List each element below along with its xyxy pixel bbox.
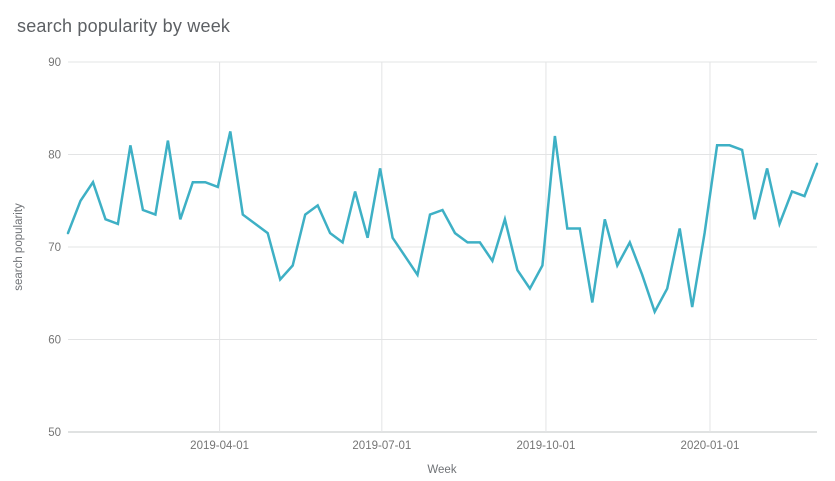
series-line <box>66 131 819 315</box>
y-axis-title: search popularity <box>13 203 25 291</box>
y-tick-label: 80 <box>48 150 61 162</box>
y-tick-label: 70 <box>48 242 61 254</box>
series-layer <box>66 131 819 315</box>
x-tick-label: 2019-07-01 <box>352 440 411 452</box>
x-tick-label: 2019-10-01 <box>517 440 576 452</box>
x-tick-label: 2019-04-01 <box>190 440 249 452</box>
y-tick-label: 50 <box>48 427 61 439</box>
y-tick-label: 90 <box>48 57 61 69</box>
chart-title: search popularity by week <box>17 16 231 36</box>
grid-layer <box>68 61 817 433</box>
label-layer: 50 60 70 80 90 2019-04-01 2019-07-01 2019-10-01… <box>48 57 739 452</box>
x-tick-label: 2020-01-01 <box>681 440 740 452</box>
x-axis-title: Week <box>427 464 456 476</box>
y-tick-label: 60 <box>48 335 61 347</box>
